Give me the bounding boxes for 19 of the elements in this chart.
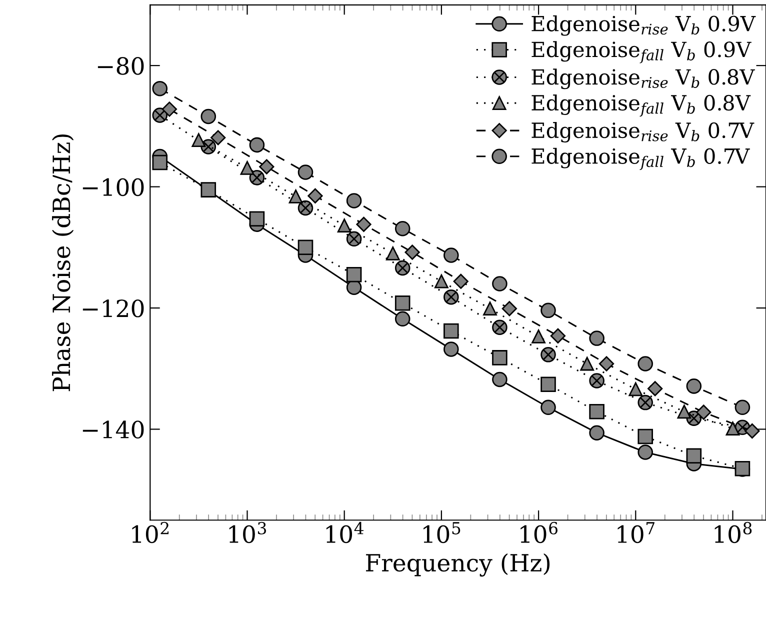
- legend-label: Edgenoise$_{fall}$ V$_{b}$ 0.8V: [532, 94, 751, 117]
- x-tick-label: 10$^{7}$: [618, 522, 654, 544]
- legend-label: Edgenoise$_{rise}$ V$_{b}$ 0.9V: [532, 15, 756, 36]
- x-tick-label: 10$^{4}$: [326, 522, 364, 544]
- x-tick-label: 10$^{8}$: [714, 522, 752, 544]
- x-tick-label: 10$^{6}$: [520, 522, 558, 544]
- y-tick-label: −120: [82, 299, 144, 318]
- legend-label: Edgenoise$_{rise}$ V$_{b}$ 0.7V: [532, 122, 754, 142]
- y-tick-label: −100: [82, 178, 144, 196]
- x-tick-label: 10$^{5}$: [424, 522, 460, 544]
- y-tick-label: −140: [82, 420, 144, 439]
- legend-label: Edgenoise$_{rise}$ V$_{b}$ 0.8V: [532, 68, 755, 90]
- legend-label: Edgenoise$_{fall}$ V$_{b}$ 0.7V: [532, 148, 750, 170]
- x-tick-label: 10$^{2}$: [132, 522, 169, 544]
- x-axis-title: Frequency (Hz): [366, 553, 550, 577]
- legend-label: Edgenoise$_{fall}$ V$_{b}$ 0.9V: [532, 41, 752, 64]
- y-axis-title: Phase Noise (dBc/Hz): [52, 134, 74, 392]
- x-tick-label: 10$^{3}$: [229, 522, 266, 544]
- y-tick-label: −80: [98, 56, 144, 75]
